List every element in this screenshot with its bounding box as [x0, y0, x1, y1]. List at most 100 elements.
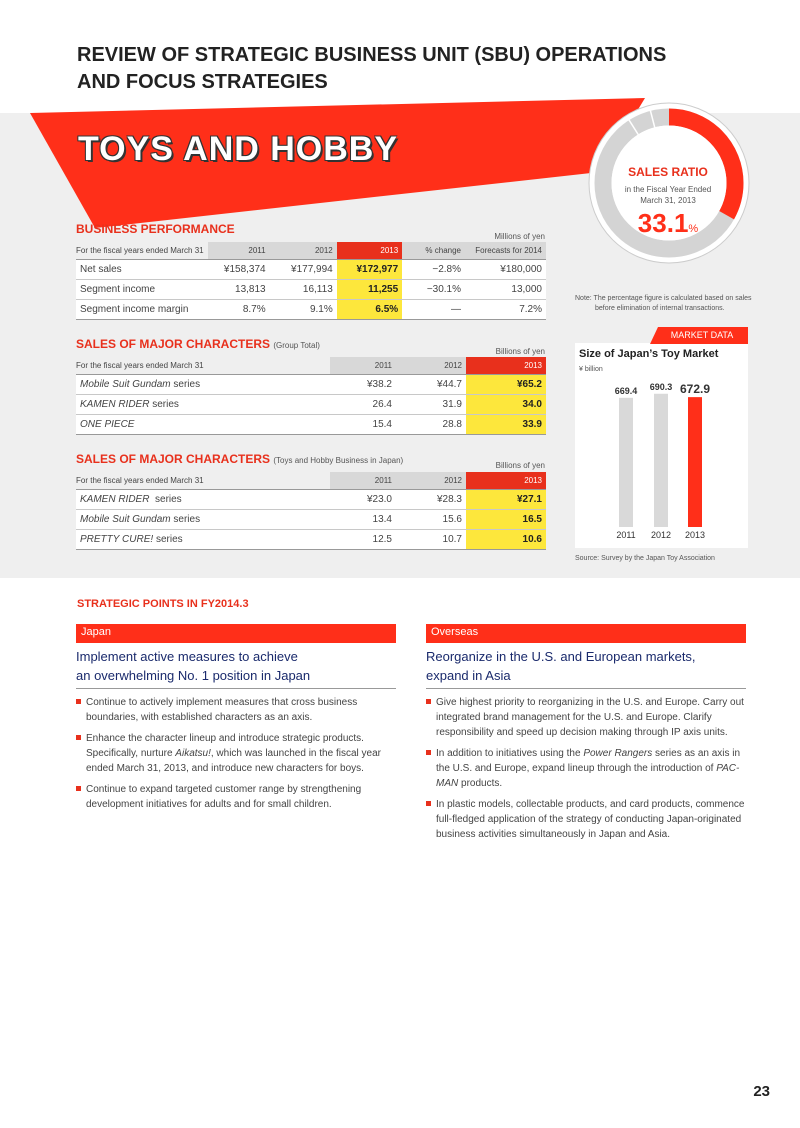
cell: ¥172,977 [336, 259, 403, 280]
bullet-item: Continue to actively implement measures … [76, 695, 396, 725]
bullet-item: Give highest priority to reorganizing in… [426, 695, 746, 740]
bullet-text: In addition to initiatives using the [436, 748, 584, 759]
market-source: Source: Survey by the Japan Toy Associat… [575, 555, 715, 562]
cell: 33.9 [466, 414, 546, 435]
cell: 13,813 [207, 279, 270, 300]
sales-ratio-value: 33.1 [637, 208, 689, 238]
market-data-tab: MARKET DATA [670, 330, 734, 340]
header-row: For the fiscal years ended March 31 2011 2… [76, 357, 546, 375]
cell: ¥65.2 [466, 374, 546, 395]
note-line-1: Note: The percentage figure is calculate… [575, 295, 752, 302]
cell: ¥23.0 [330, 489, 396, 510]
title-qualifier: (Toys and Hobby Business in Japan) [273, 456, 404, 465]
bullet-text: PAC-MAN [436, 763, 740, 789]
cell: 28.8 [396, 414, 466, 435]
bar-2013 [688, 397, 702, 527]
bar-value-label: 690.3 [650, 382, 673, 392]
overseas-bullets: Give highest priority to reorganizing in… [426, 695, 746, 842]
sales-ratio-note: Note: The percentage figure is calculate… [575, 294, 752, 314]
x-tick-label: 2013 [685, 530, 705, 540]
overseas-header: Overseas [426, 624, 746, 643]
characters-japan-table: For the fiscal years ended March 31 2011 2… [76, 472, 546, 550]
cell: 12.5 [330, 529, 396, 550]
column-header: 2013 [336, 242, 403, 260]
column-header: 2012 [396, 357, 466, 375]
japan-bullets: Continue to actively implement measures … [76, 695, 396, 812]
column-header: For the fiscal years ended March 31 [76, 242, 208, 260]
table-row: Segment income 13,813 16,113 11,255 −30.1% 13… [76, 279, 546, 300]
cell: ¥38.2 [330, 374, 396, 395]
heading-line-1: Reorganize in the U.S. and European mark… [426, 649, 696, 664]
page-number: 23 [753, 1083, 770, 1100]
column-header: % change [402, 242, 466, 260]
table-row: KAMEN RIDER series ¥23.0 ¥28.3 ¥27.1 [76, 489, 546, 510]
bullet-item: Enhance the character lineup and introdu… [76, 731, 396, 776]
character-suffix: series [170, 513, 201, 525]
sales-ratio-label: SALES RATIO in the Fiscal Year Ended Mar… [600, 165, 736, 239]
note-line-2: before elimination of internal transacti… [595, 305, 725, 312]
overseas-column: Overseas Reorganize in the U.S. and Euro… [426, 624, 746, 848]
cell: 10.6 [466, 529, 546, 550]
characters-group-table: For the fiscal years ended March 31 2011 2… [76, 357, 546, 435]
heading-line-2: an overwhelming No. 1 position in Japan [76, 668, 311, 683]
overseas-heading: Reorganize in the U.S. and European mark… [426, 643, 746, 689]
bp-unit: Millions of yen [494, 232, 545, 241]
donut-divider [627, 118, 640, 137]
strategic-points-title: STRATEGIC POINTS IN FY2014.3 [77, 598, 249, 610]
table-row: PRETTY CURE! series 12.5 10.7 10.6 [76, 529, 546, 550]
column-header: Forecasts for 2014 [465, 242, 546, 260]
row-label: Segment income [76, 279, 208, 300]
heading-line-1: Implement active measures to achieve [76, 649, 298, 664]
japan-header: Japan [76, 624, 396, 643]
heading-line-2: expand in Asia [426, 668, 511, 683]
cell: 16,113 [269, 279, 337, 300]
column-header: 2011 [207, 242, 270, 260]
cell: 31.9 [396, 394, 466, 415]
column-header: 2011 [330, 472, 396, 490]
bar-2012 [654, 393, 668, 527]
cell: ¥177,994 [269, 259, 337, 280]
cell: 10.7 [396, 529, 466, 550]
page-title: REVIEW OF STRATEGIC BUSINESS UNIT (SBU) … [77, 42, 666, 96]
character-name: KAMEN RIDER [80, 493, 150, 505]
row-label: Net sales [76, 259, 208, 280]
donut-divider [649, 109, 656, 129]
cell: ¥180,000 [465, 259, 546, 280]
character-suffix: series [149, 398, 179, 410]
title-text: SALES OF MAJOR CHARACTERS [76, 337, 271, 351]
segment-title: TOYS AND HOBBY [78, 130, 399, 168]
row-label: Mobile Suit Gundam series [76, 509, 330, 530]
japan-column: Japan Implement active measures to achie… [76, 624, 396, 818]
character-suffix: series [170, 378, 201, 390]
bullet-item: In plastic models, collectable products,… [426, 797, 746, 842]
cell: ¥44.7 [396, 374, 466, 395]
cell: 34.0 [466, 394, 546, 415]
cell: ¥158,374 [207, 259, 270, 280]
title-line-2: AND FOCUS STRATEGIES [77, 71, 328, 93]
cell: −30.1% [402, 279, 466, 300]
cell: 6.5% [336, 299, 403, 320]
column-header: 2012 [396, 472, 466, 490]
header-row: For the fiscal years ended March 31 2011 2… [76, 472, 546, 490]
cj-unit: Billions of yen [495, 461, 545, 470]
characters-group-title: SALES OF MAJOR CHARACTERS (Group Total) [76, 337, 320, 351]
cg-unit: Billions of yen [495, 347, 545, 356]
bar-2011 [619, 397, 633, 527]
bullet-text: Aikatsu! [175, 748, 211, 759]
cell: — [402, 299, 466, 320]
business-performance-title: BUSINESS PERFORMANCE [76, 222, 235, 236]
market-chart-title: Size of Japan’s Toy Market [579, 348, 719, 360]
column-header: 2011 [330, 357, 396, 375]
column-header: For the fiscal years ended March 31 [76, 472, 330, 490]
sales-ratio-unit: % [688, 223, 699, 235]
title-qualifier: (Group Total) [273, 341, 320, 350]
row-label: Mobile Suit Gundam series [76, 374, 330, 395]
bullet-text: Continue to expand targeted customer ran… [86, 784, 362, 810]
bullet-text: In plastic models, collectable products,… [436, 799, 745, 840]
cell: 13,000 [465, 279, 546, 300]
business-performance-table: For the fiscal years ended March 31 2011 2… [76, 242, 546, 320]
cell: 9.1% [269, 299, 337, 320]
table-row: ONE PIECE 15.4 28.8 33.9 [76, 414, 546, 435]
bar-value-label: 672.9 [680, 382, 710, 396]
row-label: ONE PIECE [76, 414, 330, 435]
